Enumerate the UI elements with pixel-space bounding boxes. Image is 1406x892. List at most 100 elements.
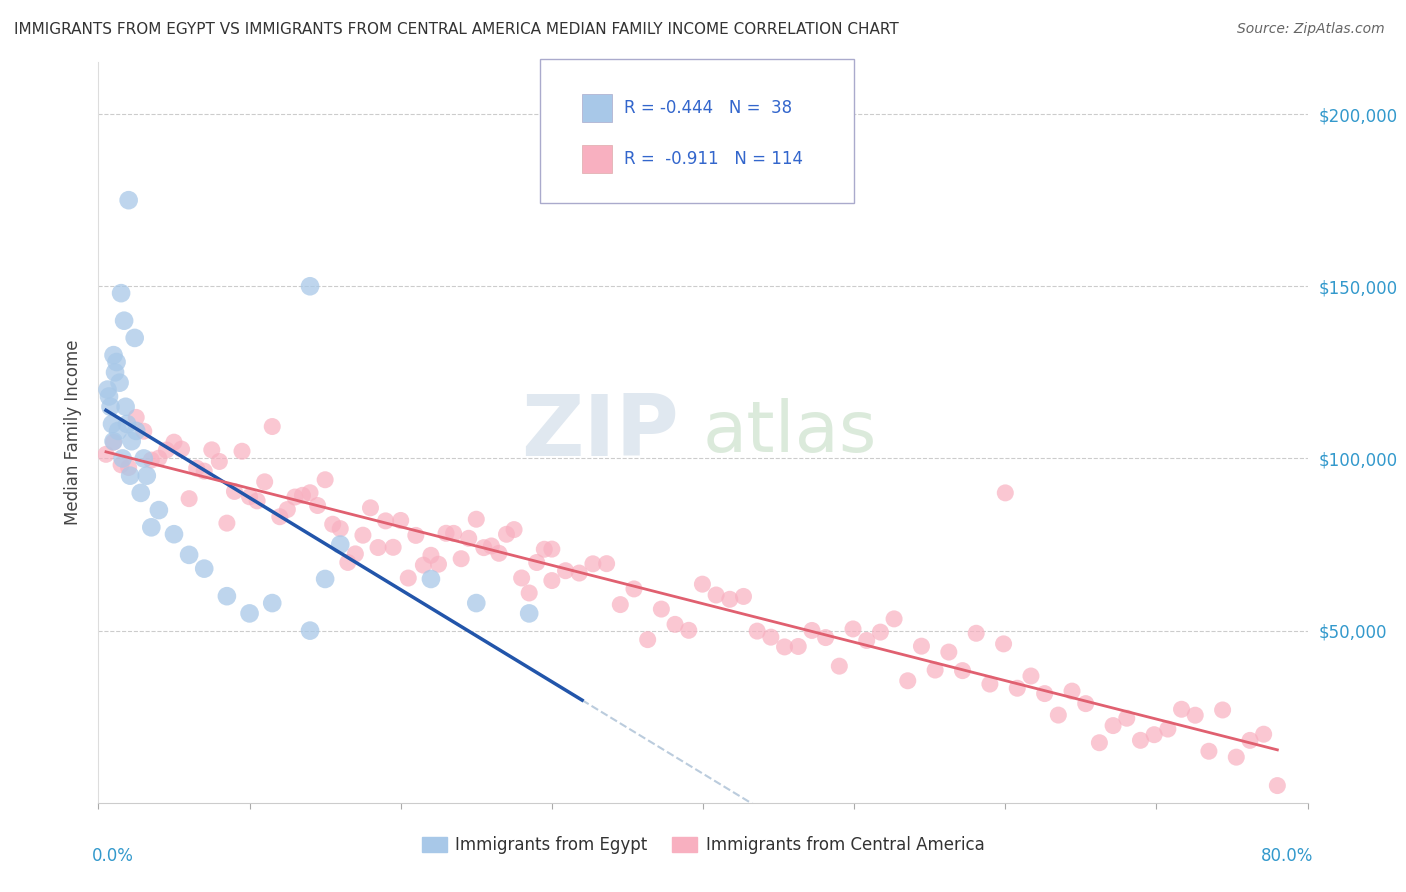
Point (135, 468, 157, 483)
Point (420, 572, 443, 586)
Point (965, 626, 987, 640)
Y-axis label: Median Family Income: Median Family Income (63, 340, 82, 525)
Point (215, 516, 238, 530)
Point (155, 443, 177, 458)
Point (488, 546, 510, 560)
Point (124, 331, 146, 345)
Point (141, 520, 163, 534)
Point (129, 486, 152, 500)
Point (314, 572, 336, 586)
Point (291, 488, 314, 502)
Legend: Immigrants from Egypt, Immigrants from Central America: Immigrants from Egypt, Immigrants from C… (415, 830, 991, 861)
Point (215, 589, 238, 603)
Point (869, 625, 891, 640)
Point (132, 424, 155, 438)
Point (118, 460, 141, 475)
Point (367, 541, 389, 555)
Point (148, 503, 170, 517)
Point (533, 542, 555, 557)
Point (759, 630, 782, 644)
Point (101, 417, 124, 431)
Point (163, 435, 186, 450)
Point (374, 514, 396, 528)
Point (1157, 722, 1180, 736)
Point (554, 564, 576, 578)
Point (307, 499, 329, 513)
Point (193, 561, 215, 575)
Point (540, 542, 562, 557)
Point (396, 571, 419, 585)
Point (526, 556, 548, 570)
Point (239, 607, 262, 621)
Point (1170, 702, 1192, 716)
Point (118, 193, 141, 207)
Point (112, 314, 135, 328)
Point (773, 640, 796, 654)
Point (179, 548, 201, 562)
Point (495, 527, 517, 541)
Point (100, 400, 122, 414)
Text: 80.0%: 80.0% (1261, 847, 1313, 865)
Point (105, 355, 128, 369)
Point (678, 624, 700, 638)
Point (994, 486, 1017, 500)
Point (503, 523, 526, 537)
Point (609, 598, 631, 612)
Text: 0.0%: 0.0% (93, 847, 134, 865)
Point (1198, 744, 1220, 758)
Point (910, 639, 932, 653)
Point (1143, 728, 1166, 742)
Point (107, 424, 129, 438)
Point (718, 592, 741, 607)
Point (650, 602, 672, 616)
Point (103, 348, 125, 362)
Point (883, 612, 905, 626)
Point (540, 574, 562, 588)
Point (110, 286, 132, 301)
Point (276, 502, 298, 516)
Point (924, 663, 946, 677)
Point (1019, 669, 1042, 683)
Point (517, 586, 540, 600)
Point (623, 582, 645, 596)
Point (1239, 733, 1261, 747)
Point (262, 419, 284, 434)
Point (360, 500, 382, 515)
Point (284, 490, 307, 504)
Point (322, 517, 344, 532)
Point (733, 590, 755, 604)
Point (208, 454, 231, 468)
Point (1074, 697, 1097, 711)
Point (1184, 708, 1206, 723)
Point (329, 537, 352, 551)
Point (855, 633, 877, 648)
Point (96, 383, 118, 397)
Point (1267, 779, 1289, 793)
Point (246, 493, 269, 508)
Point (434, 526, 457, 541)
Point (457, 531, 479, 545)
Point (98, 389, 121, 403)
Point (186, 461, 208, 475)
Point (179, 491, 201, 506)
Point (1007, 681, 1029, 696)
Point (1115, 711, 1137, 725)
Point (103, 434, 125, 449)
Point (148, 451, 170, 466)
Point (412, 558, 434, 573)
Point (1102, 718, 1125, 732)
Point (329, 522, 352, 536)
Point (897, 673, 920, 688)
Text: ZIP: ZIP (522, 391, 679, 475)
Point (352, 528, 374, 542)
Point (120, 468, 142, 483)
Point (800, 624, 823, 638)
Point (111, 451, 134, 466)
Point (125, 410, 148, 425)
Point (787, 640, 810, 654)
Point (132, 451, 155, 466)
Point (1129, 733, 1152, 747)
Text: R =  -0.911   N = 114: R = -0.911 N = 114 (624, 151, 803, 169)
Point (1225, 750, 1247, 764)
FancyBboxPatch shape (540, 59, 855, 203)
